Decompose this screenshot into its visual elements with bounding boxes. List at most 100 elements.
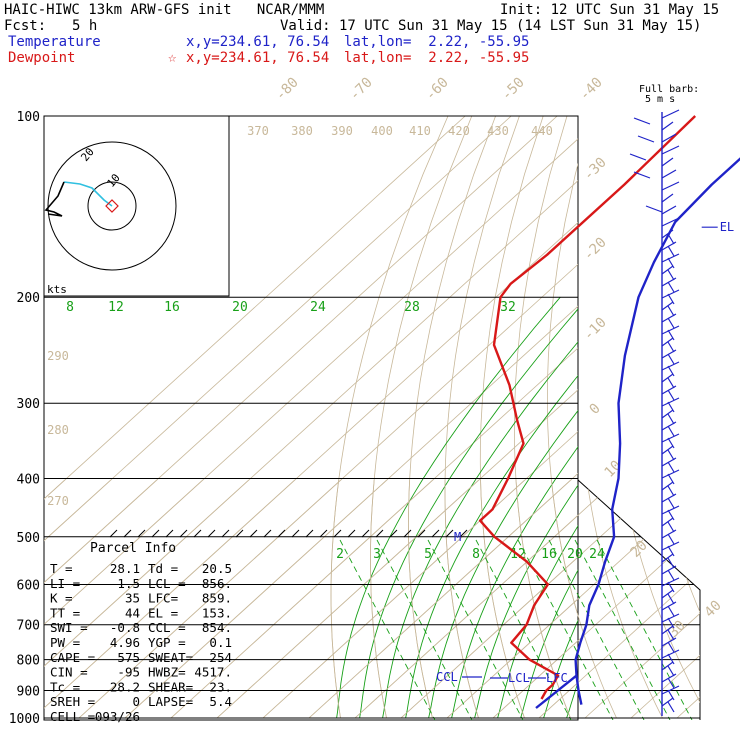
wind-barb-flag (667, 521, 675, 533)
wind-barb (661, 241, 677, 251)
wind-barb (661, 613, 680, 623)
parcel-info-cell: 856. (202, 576, 232, 591)
dry-adiabat-line (609, 480, 700, 719)
wind-barb (661, 505, 680, 515)
wind-barb (661, 661, 674, 671)
isotherm-line (400, 480, 700, 719)
pressure-tick-label: 300 (17, 397, 40, 412)
isotherm-line (354, 480, 700, 719)
dewpoint-line (478, 115, 697, 700)
parcel-info-cell: SREH = (50, 694, 95, 709)
hatch-mark (123, 529, 132, 538)
isotherm-line (723, 116, 740, 718)
header-fcst-value: 5 h (72, 18, 98, 34)
wind-barb-flag (667, 665, 675, 677)
moist-adiabat-line (474, 484, 578, 719)
wind-barbs (629, 109, 680, 716)
wind-barb-flag (667, 461, 675, 473)
plot-frame-lower (577, 479, 701, 720)
parcel-info-cell: 4517. (194, 665, 232, 680)
wind-barb (661, 265, 674, 275)
wind-barb-flag (667, 377, 675, 389)
mixing-ratio-line (339, 539, 436, 720)
mixing-ratio-line (596, 539, 693, 720)
mixing-ratio-label: 3 (373, 547, 381, 562)
mixing-ratio-label: 5 (424, 547, 432, 562)
isotherm-label: 20 (628, 538, 651, 561)
parcel-info-cell: LAPSE= (148, 694, 193, 709)
wind-barb-flag (667, 233, 675, 245)
wind-barb (661, 205, 677, 215)
mixing-ratio-label: 20 (567, 547, 583, 562)
parcel-info-cell: 5.4 (209, 694, 232, 709)
hatch-mark (459, 529, 468, 538)
skewt-profiles: EL M CCL LCL LFC (436, 115, 740, 709)
hatch-mark (151, 529, 160, 538)
isotherm-line (44, 116, 558, 584)
pressure-tick-label: 500 (17, 531, 40, 546)
parcel-info-cell: 854. (202, 620, 232, 635)
parcel-info-cell: 153. (202, 605, 232, 620)
wind-barb (661, 649, 680, 659)
wind-barb (661, 289, 680, 299)
isotherm-line (446, 480, 700, 719)
isotherm-line (170, 347, 578, 719)
wind-barb (661, 373, 674, 383)
wind-barb (661, 385, 677, 395)
parcel-info-cell: TT = (50, 605, 80, 620)
parcel-info-cell: -0.8 (110, 620, 140, 635)
wind-barb (661, 493, 677, 503)
pressure-tick-label: 600 (17, 578, 40, 593)
dry-adiabat-line (479, 480, 544, 719)
isotherm-line (44, 480, 696, 719)
isotherm-line (44, 116, 466, 500)
hodograph-trace-black (44, 181, 65, 217)
parcel-info-cell: SHEAR= (148, 679, 193, 694)
mixing-ratio-label: 16 (541, 547, 557, 562)
wind-barb-flag (667, 533, 675, 545)
isotherm-label: -60 (423, 75, 452, 104)
parcel-info-cell: 44 (125, 605, 140, 620)
wind-barb (661, 277, 677, 287)
isotherm-line (446, 598, 578, 719)
wind-barb (661, 133, 677, 143)
dry-adiabat-line (444, 480, 520, 719)
isotherm-line (78, 480, 700, 719)
parcel-info-cell: -95 (117, 665, 140, 680)
wind-barb (661, 589, 674, 599)
mixing-ratio-label: 8 (66, 300, 74, 315)
parcel-info-cell: PW = (50, 635, 80, 650)
hatch-mark (305, 529, 314, 538)
isotherm-label: -20 (581, 235, 610, 264)
wind-barb-flag (667, 569, 675, 581)
wind-barb-flag (667, 245, 675, 257)
wind-barb (661, 217, 680, 227)
parcel-info-cell: 0 (132, 694, 140, 709)
temperature-label: Temperature (8, 34, 101, 50)
hatch-mark (179, 529, 188, 538)
dewpoint-marker-icon: ☆ (168, 50, 177, 66)
parcel-info-cell: 0.1 (209, 635, 232, 650)
wind-barb-flag (667, 485, 675, 497)
isotherm-line (538, 682, 578, 719)
hatch-mark (431, 529, 440, 538)
wind-barb (661, 577, 680, 587)
hatch-mark (291, 529, 300, 538)
hatch-mark (193, 529, 202, 538)
temperature-latlon: lat,lon= 2.22, -55.95 (344, 34, 530, 50)
parcel-info-cell: CAPE = (50, 650, 95, 665)
dry-adiabat-line (725, 116, 740, 718)
dewpoint-latlon: lat,lon= 2.22, -55.95 (344, 50, 530, 66)
theta-label: 440 (531, 124, 553, 138)
header-fcst-label: Fcst: (4, 18, 47, 34)
dry-adiabat-line (407, 480, 496, 719)
isotherm-line (44, 116, 512, 542)
wind-barb-flag (667, 641, 675, 653)
m-label: M (454, 530, 461, 544)
wind-barb (661, 193, 674, 203)
parcel-info-cell: 28.2 (110, 679, 140, 694)
isotherm-label: -80 (273, 75, 302, 104)
wind-barb-flag (667, 593, 675, 605)
wind-barb (661, 565, 677, 575)
theta-label: 370 (247, 124, 269, 138)
